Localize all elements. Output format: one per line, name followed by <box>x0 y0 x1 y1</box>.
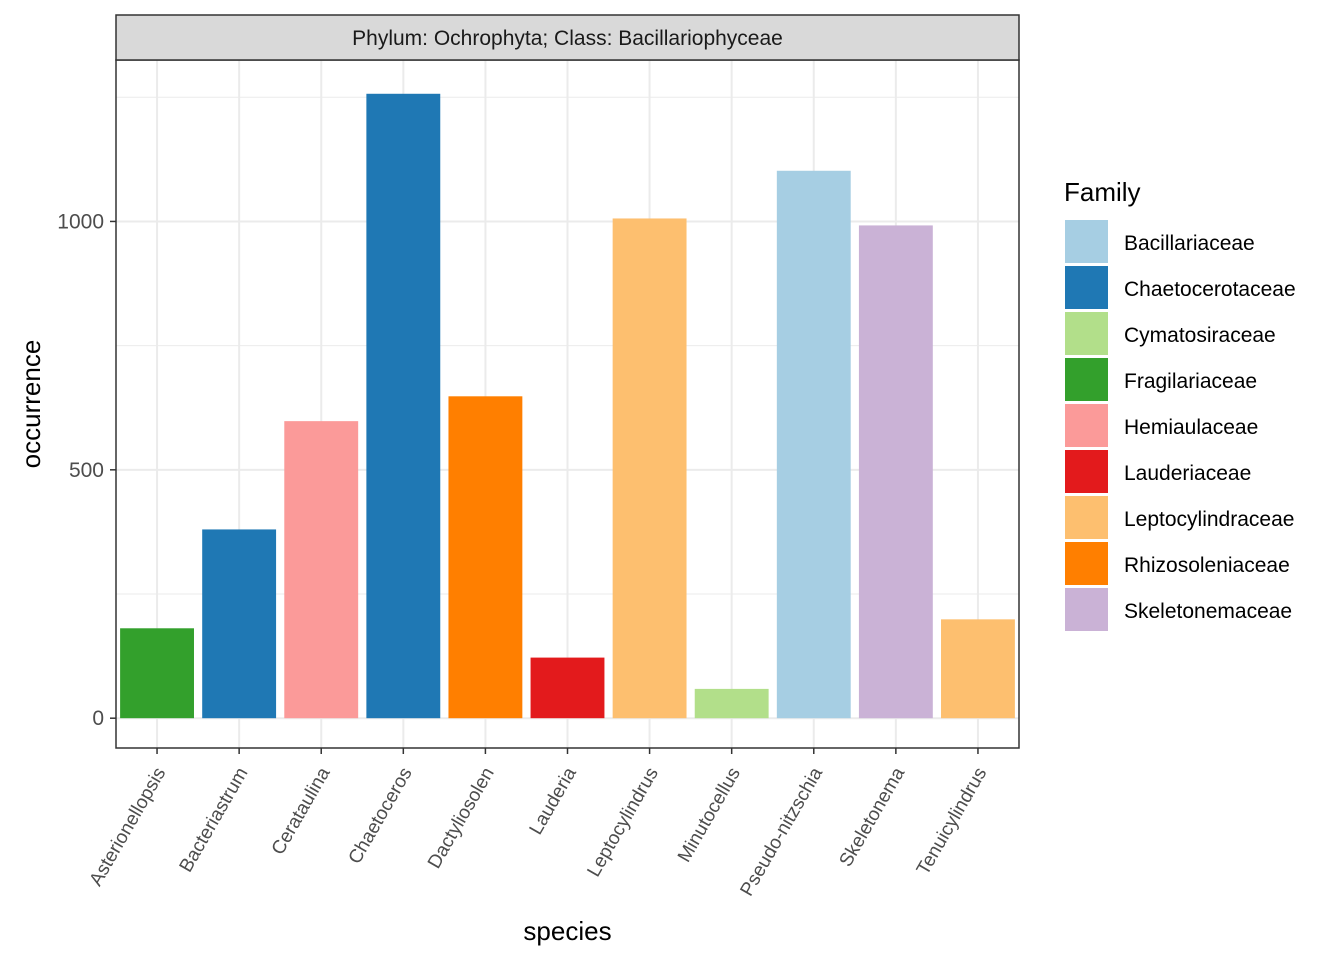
facet-strip <box>115 14 1020 61</box>
bar-bacteriastrum <box>202 529 277 719</box>
x-tick-label: Pseudo-nitzschia <box>737 764 828 900</box>
legend-label: Rhizosoleniaceae <box>1124 554 1290 577</box>
bar-leptocylindrus <box>612 218 687 719</box>
legend-swatch <box>1065 404 1108 447</box>
x-tick-label: Bacteriastrum <box>176 764 253 876</box>
legend-swatch <box>1065 588 1108 631</box>
legend-label: Skeletonemaceae <box>1124 600 1292 623</box>
x-tick-label: Chaetoceros <box>345 764 417 868</box>
y-tick-label: 1000 <box>57 210 104 233</box>
legend-swatch <box>1065 266 1108 309</box>
bar-tenuicylindrus <box>941 619 1015 719</box>
x-tick-label: Tenuicylindrus <box>913 764 991 879</box>
x-tick-label: Minutocellus <box>674 764 745 866</box>
y-tick-label: 500 <box>69 459 104 482</box>
legend-swatch <box>1065 220 1108 263</box>
legend-swatch <box>1065 312 1108 355</box>
bar-cerataulina <box>284 421 359 719</box>
x-tick-label: Skeletonema <box>836 764 910 871</box>
legend-label: Fragilariaceae <box>1124 370 1257 393</box>
bar-asterionellopsis <box>120 628 194 719</box>
legend-label: Leptocylindraceae <box>1124 508 1294 531</box>
y-axis: 0 500 1000 <box>57 210 116 730</box>
y-axis-title: occurrence <box>16 340 46 469</box>
x-axis: Asterionellopsis Bacteriastrum Cerataulina… <box>86 748 991 900</box>
bar-minutocellus <box>694 688 769 719</box>
legend-swatch <box>1065 542 1108 585</box>
legend-label: Chaetocerotaceae <box>1124 278 1296 301</box>
x-tick-label: Leptocylindrus <box>583 764 662 881</box>
legend-label: Bacillariaceae <box>1124 232 1255 255</box>
x-tick-label: Lauderia <box>526 764 581 839</box>
legend: Family Bacillariaceae Chaetocerotaceae Cym… <box>1064 177 1296 631</box>
bar-chaetoceros <box>366 93 441 719</box>
x-axis-title: species <box>523 916 611 946</box>
legend-swatch <box>1065 358 1108 401</box>
legend-title: Family <box>1064 177 1141 207</box>
bar-skeletonema <box>858 225 933 719</box>
y-tick-label: 0 <box>92 707 104 730</box>
bar-pseudo-nitzschia <box>776 170 851 719</box>
legend-label: Cymatosiraceae <box>1124 324 1276 347</box>
x-tick-label: Dactyliosolen <box>424 764 499 872</box>
x-tick-label: Cerataulina <box>268 764 335 859</box>
x-tick-label: Asterionellopsis <box>86 764 171 890</box>
bars <box>120 93 1015 719</box>
legend-swatch <box>1065 450 1108 493</box>
legend-label: Lauderiaceae <box>1124 462 1251 485</box>
legend-swatch <box>1065 496 1108 539</box>
bar-dactyliosolen <box>448 396 523 719</box>
facet-strip-label: Phylum: Ochrophyta; Class: Bacillariophy… <box>352 27 783 50</box>
legend-label: Hemiaulaceae <box>1124 416 1258 439</box>
bar-lauderia <box>530 657 605 719</box>
